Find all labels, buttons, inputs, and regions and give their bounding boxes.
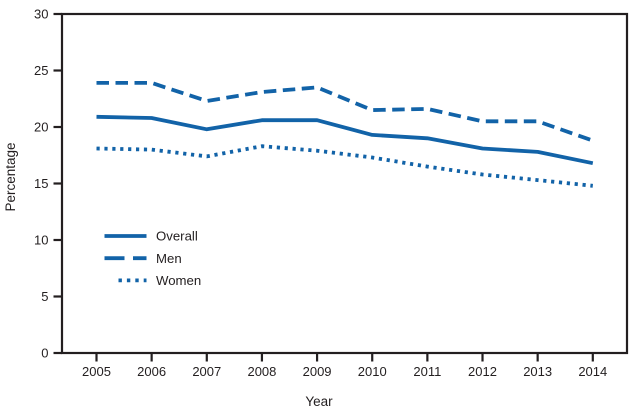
y-tick-label: 30	[34, 6, 48, 21]
y-axis-title: Percentage	[3, 142, 18, 211]
series-line-men	[96, 81, 594, 143]
x-tick-label: 2014	[578, 364, 607, 379]
y-tick-label: 15	[34, 176, 48, 191]
legend-label-overall: Overall	[156, 229, 198, 244]
x-tick-label: 2006	[137, 364, 166, 379]
x-tick-label: 2005	[82, 364, 111, 379]
x-tick-label: 2013	[523, 364, 552, 379]
y-tick-label: 25	[34, 63, 48, 78]
legend-label-men: Men	[156, 251, 182, 266]
y-axis: 0 5 10 15 20 25 30	[34, 6, 62, 360]
y-tick-label: 0	[41, 345, 48, 360]
x-tick-label: 2011	[413, 364, 441, 379]
x-tick-label: 2008	[247, 364, 276, 379]
x-tick-label: 2007	[192, 364, 221, 379]
y-tick-label: 5	[41, 289, 48, 304]
data-series-lines	[96, 81, 594, 188]
x-axis-title: Year	[305, 394, 333, 409]
series-line-overall	[96, 114, 594, 166]
y-tick-label: 20	[34, 119, 48, 134]
plot-frame	[60, 12, 629, 355]
x-axis: 2005 2006 2007 2008 2009 2010 2011 2012 2013 2014	[82, 353, 607, 379]
legend-label-women: Women	[156, 273, 201, 288]
y-tick-label: 10	[34, 232, 48, 247]
legend: Overall Men Women	[104, 229, 201, 288]
x-tick-label: 2010	[358, 364, 387, 379]
x-tick-label: 2009	[303, 364, 332, 379]
x-tick-label: 2012	[468, 364, 497, 379]
